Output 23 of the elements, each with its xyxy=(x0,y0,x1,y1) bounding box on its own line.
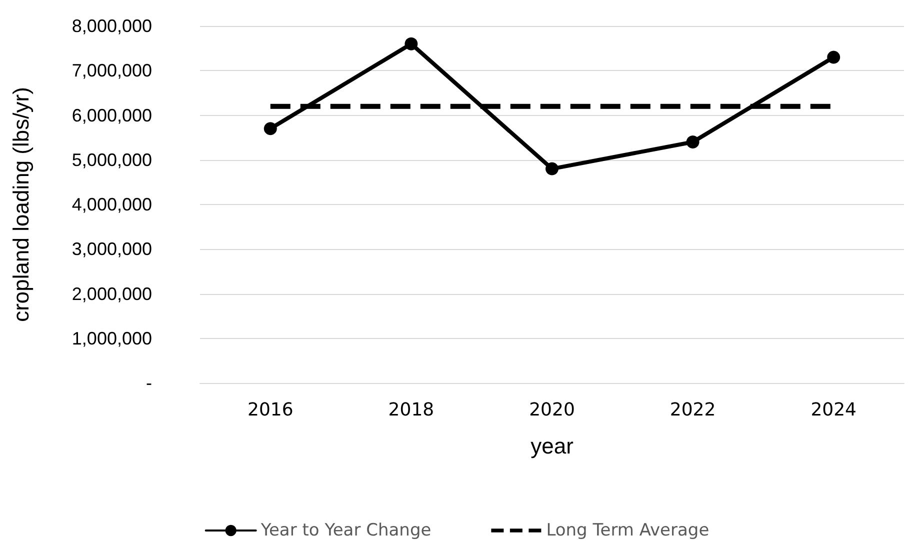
x-tick-label: 2020 xyxy=(529,400,575,420)
y-axis-title: cropland loading (lbs/yr) xyxy=(8,87,34,322)
x-tick-label: 2022 xyxy=(670,400,716,420)
legend-label: Long Term Average xyxy=(546,520,710,540)
point xyxy=(264,122,277,136)
y-tick-label: - xyxy=(146,373,152,393)
y-tick-label: 1,000,000 xyxy=(72,328,152,348)
y-tick-label: 3,000,000 xyxy=(72,239,152,260)
y-tick-label: 2,000,000 xyxy=(72,284,152,304)
y-tick-label: 8,000,000 xyxy=(72,16,152,36)
y-tick-label: 4,000,000 xyxy=(72,194,152,214)
y-tick-label: 5,000,000 xyxy=(72,150,152,170)
x-axis-title: year xyxy=(530,434,574,458)
point xyxy=(827,50,840,64)
x-tick-label: 2016 xyxy=(247,400,294,420)
y-tick-label: 7,000,000 xyxy=(72,60,152,81)
x-tick-label: 2024 xyxy=(810,400,857,420)
point xyxy=(546,162,558,176)
x-tick-label: 2018 xyxy=(388,400,434,420)
y-tick-label: 6,000,000 xyxy=(72,105,152,126)
point xyxy=(686,136,700,149)
point xyxy=(404,37,418,50)
legend-label: Year to Year Change xyxy=(260,520,432,540)
